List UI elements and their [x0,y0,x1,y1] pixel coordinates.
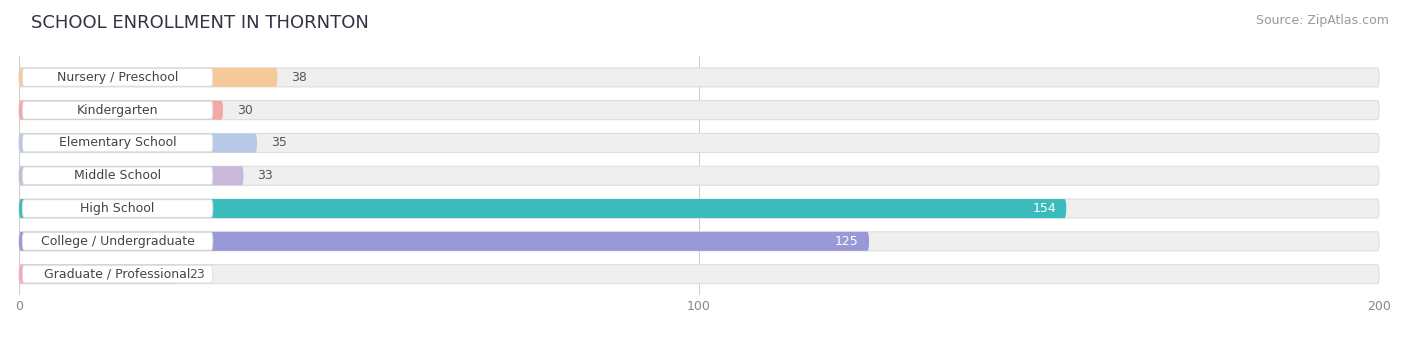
Text: High School: High School [80,202,155,215]
Text: 33: 33 [257,169,273,182]
FancyBboxPatch shape [20,232,1379,251]
Text: Source: ZipAtlas.com: Source: ZipAtlas.com [1256,14,1389,27]
FancyBboxPatch shape [22,167,212,185]
Text: 154: 154 [1032,202,1056,215]
FancyBboxPatch shape [20,199,1379,218]
Text: 30: 30 [236,104,253,117]
FancyBboxPatch shape [20,68,277,87]
FancyBboxPatch shape [22,265,212,283]
Text: Elementary School: Elementary School [59,136,176,149]
FancyBboxPatch shape [22,233,212,250]
Text: College / Undergraduate: College / Undergraduate [41,235,194,248]
FancyBboxPatch shape [22,134,212,152]
Text: 35: 35 [270,136,287,149]
FancyBboxPatch shape [20,133,1379,153]
Text: Kindergarten: Kindergarten [77,104,159,117]
Text: 125: 125 [835,235,859,248]
Text: 23: 23 [188,268,205,281]
Text: SCHOOL ENROLLMENT IN THORNTON: SCHOOL ENROLLMENT IN THORNTON [31,14,368,32]
FancyBboxPatch shape [20,101,1379,120]
FancyBboxPatch shape [20,166,243,185]
FancyBboxPatch shape [20,265,176,284]
FancyBboxPatch shape [20,68,1379,87]
Text: 38: 38 [291,71,307,84]
Text: Middle School: Middle School [75,169,162,182]
FancyBboxPatch shape [20,265,1379,284]
FancyBboxPatch shape [20,133,257,153]
FancyBboxPatch shape [20,232,869,251]
FancyBboxPatch shape [20,199,1066,218]
FancyBboxPatch shape [22,101,212,119]
Text: Graduate / Professional: Graduate / Professional [45,268,191,281]
FancyBboxPatch shape [20,166,1379,185]
FancyBboxPatch shape [22,200,212,218]
FancyBboxPatch shape [22,68,212,86]
Text: Nursery / Preschool: Nursery / Preschool [56,71,179,84]
FancyBboxPatch shape [20,101,224,120]
